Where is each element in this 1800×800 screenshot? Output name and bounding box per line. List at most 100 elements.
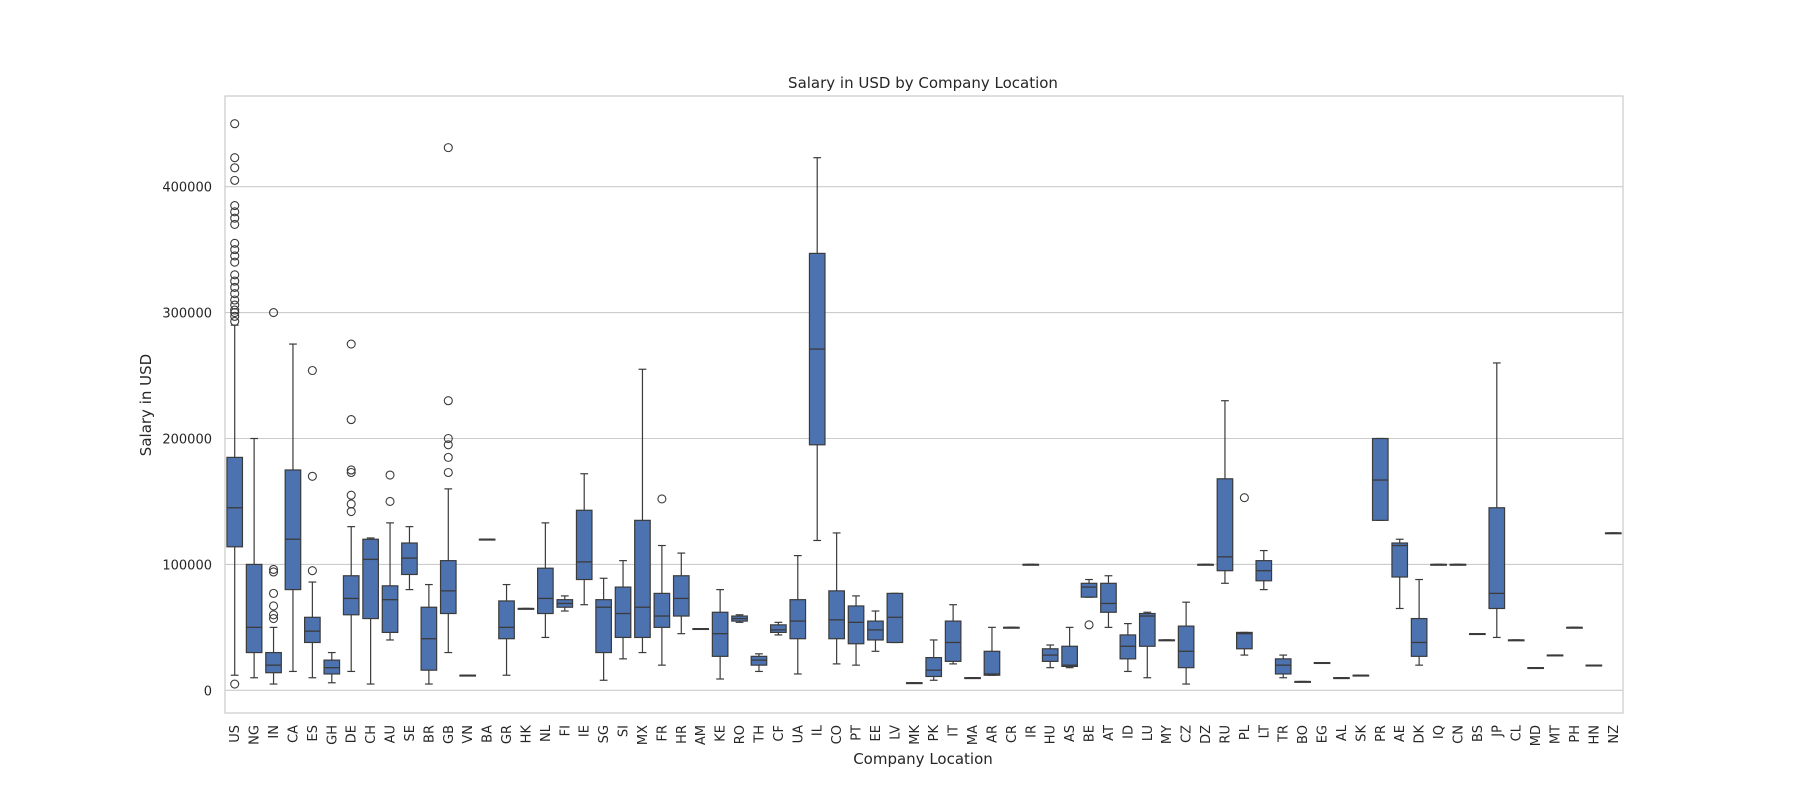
x-tick-label: IE bbox=[578, 725, 593, 737]
x-axis-title: Company Location bbox=[853, 750, 993, 768]
iqr-box bbox=[595, 599, 612, 654]
y-tick-label: 300000 bbox=[162, 307, 212, 322]
outlier-point bbox=[230, 200, 240, 211]
x-tick-label: ES bbox=[306, 725, 321, 741]
outlier-point bbox=[657, 494, 667, 504]
box-ph bbox=[1566, 626, 1583, 629]
x-tick-label: RO bbox=[733, 725, 748, 744]
box-nz bbox=[1604, 532, 1622, 535]
outlier-point bbox=[385, 496, 395, 507]
outlier-point bbox=[230, 679, 240, 689]
x-tick-label: AU bbox=[384, 725, 399, 743]
outlier-point bbox=[443, 396, 453, 406]
x-tick-label: NL bbox=[539, 724, 554, 742]
box-gh bbox=[323, 651, 341, 684]
box-il bbox=[808, 157, 826, 542]
x-tick-label: CH bbox=[364, 725, 379, 744]
iqr-box bbox=[226, 456, 244, 548]
iqr-box bbox=[672, 575, 690, 617]
box-es bbox=[304, 365, 321, 679]
x-tick-label: EE bbox=[869, 725, 884, 741]
box-fi bbox=[556, 595, 574, 612]
box-cz bbox=[1177, 601, 1195, 685]
outlier-point bbox=[443, 440, 453, 450]
box-se bbox=[401, 526, 418, 591]
iqr-box bbox=[304, 616, 321, 644]
outlier-point bbox=[230, 207, 240, 217]
box-lu bbox=[1138, 611, 1156, 679]
x-tick-label: HK bbox=[519, 725, 534, 744]
box-tr bbox=[1274, 654, 1292, 679]
iqr-box bbox=[653, 592, 671, 628]
outlier-point bbox=[307, 365, 317, 376]
x-tick-label: AS bbox=[1063, 725, 1078, 742]
outlier-point bbox=[346, 465, 356, 475]
outlier-point bbox=[230, 119, 240, 129]
box-ro bbox=[731, 614, 748, 623]
iqr-box bbox=[265, 651, 282, 674]
box-ru bbox=[1216, 400, 1234, 584]
x-tick-label: LU bbox=[1141, 725, 1156, 741]
box-sg bbox=[595, 577, 612, 681]
box-ng bbox=[245, 437, 263, 679]
x-tick-label: CO bbox=[830, 725, 845, 744]
box-pk bbox=[925, 639, 943, 681]
iqr-box bbox=[439, 560, 457, 615]
box-gb bbox=[439, 143, 457, 654]
box-mk bbox=[905, 682, 923, 685]
outlier-point bbox=[230, 219, 240, 229]
chart-title: Salary in USD by Company Location bbox=[788, 74, 1058, 92]
box-my bbox=[1158, 639, 1176, 642]
x-tick-label: PH bbox=[1568, 725, 1583, 743]
box-hk bbox=[517, 607, 535, 610]
outlier-point bbox=[268, 588, 279, 598]
outlier-point bbox=[346, 339, 356, 349]
x-tick-label: US bbox=[228, 725, 243, 743]
outlier-point bbox=[230, 300, 240, 310]
y-tick-label: 100000 bbox=[162, 558, 212, 573]
box-at bbox=[1100, 575, 1117, 628]
x-tick-label: DE bbox=[345, 725, 360, 743]
outlier-point bbox=[385, 470, 395, 480]
outlier-point bbox=[230, 163, 240, 173]
outlier-point bbox=[268, 601, 279, 611]
outlier-point bbox=[307, 471, 317, 481]
x-tick-label: BE bbox=[1083, 725, 1098, 742]
box-iq bbox=[1430, 563, 1447, 566]
x-tick-label: HU bbox=[1044, 725, 1059, 744]
x-tick-label: PL bbox=[1238, 724, 1253, 740]
box-am bbox=[692, 627, 710, 631]
y-tick-label: 400000 bbox=[162, 181, 212, 196]
box-hn bbox=[1585, 664, 1603, 667]
outlier-point bbox=[230, 295, 240, 305]
x-tick-label: BR bbox=[422, 725, 437, 743]
box-dz bbox=[1197, 563, 1214, 566]
box-cf bbox=[770, 621, 787, 636]
x-tick-label: PR bbox=[1374, 725, 1389, 742]
box-sk bbox=[1352, 674, 1370, 677]
x-tick-label: NZ bbox=[1607, 725, 1622, 744]
iqr-box bbox=[1274, 658, 1292, 675]
box-au bbox=[381, 470, 399, 641]
x-tick-label: CZ bbox=[1180, 725, 1195, 743]
box-co bbox=[828, 532, 845, 665]
box-fr bbox=[653, 494, 671, 666]
iqr-box bbox=[575, 509, 593, 581]
box-lt bbox=[1255, 549, 1273, 591]
outlier-point bbox=[230, 316, 240, 326]
box-mt bbox=[1546, 654, 1564, 657]
outlier-point bbox=[1239, 493, 1249, 503]
x-tick-label: BO bbox=[1296, 725, 1311, 744]
x-tick-label: SG bbox=[597, 725, 612, 743]
iqr-box bbox=[381, 585, 399, 634]
iqr-box bbox=[1216, 478, 1234, 572]
iqr-box bbox=[828, 590, 845, 640]
x-tick-label: SK bbox=[1354, 725, 1369, 742]
x-tick-label: LV bbox=[888, 725, 903, 740]
y-tick-label: 0 bbox=[204, 684, 212, 699]
gridlines bbox=[225, 186, 1623, 691]
box-hu bbox=[1041, 644, 1059, 669]
outlier-point bbox=[443, 143, 453, 153]
y-axis-title: Salary in USD bbox=[137, 354, 155, 456]
